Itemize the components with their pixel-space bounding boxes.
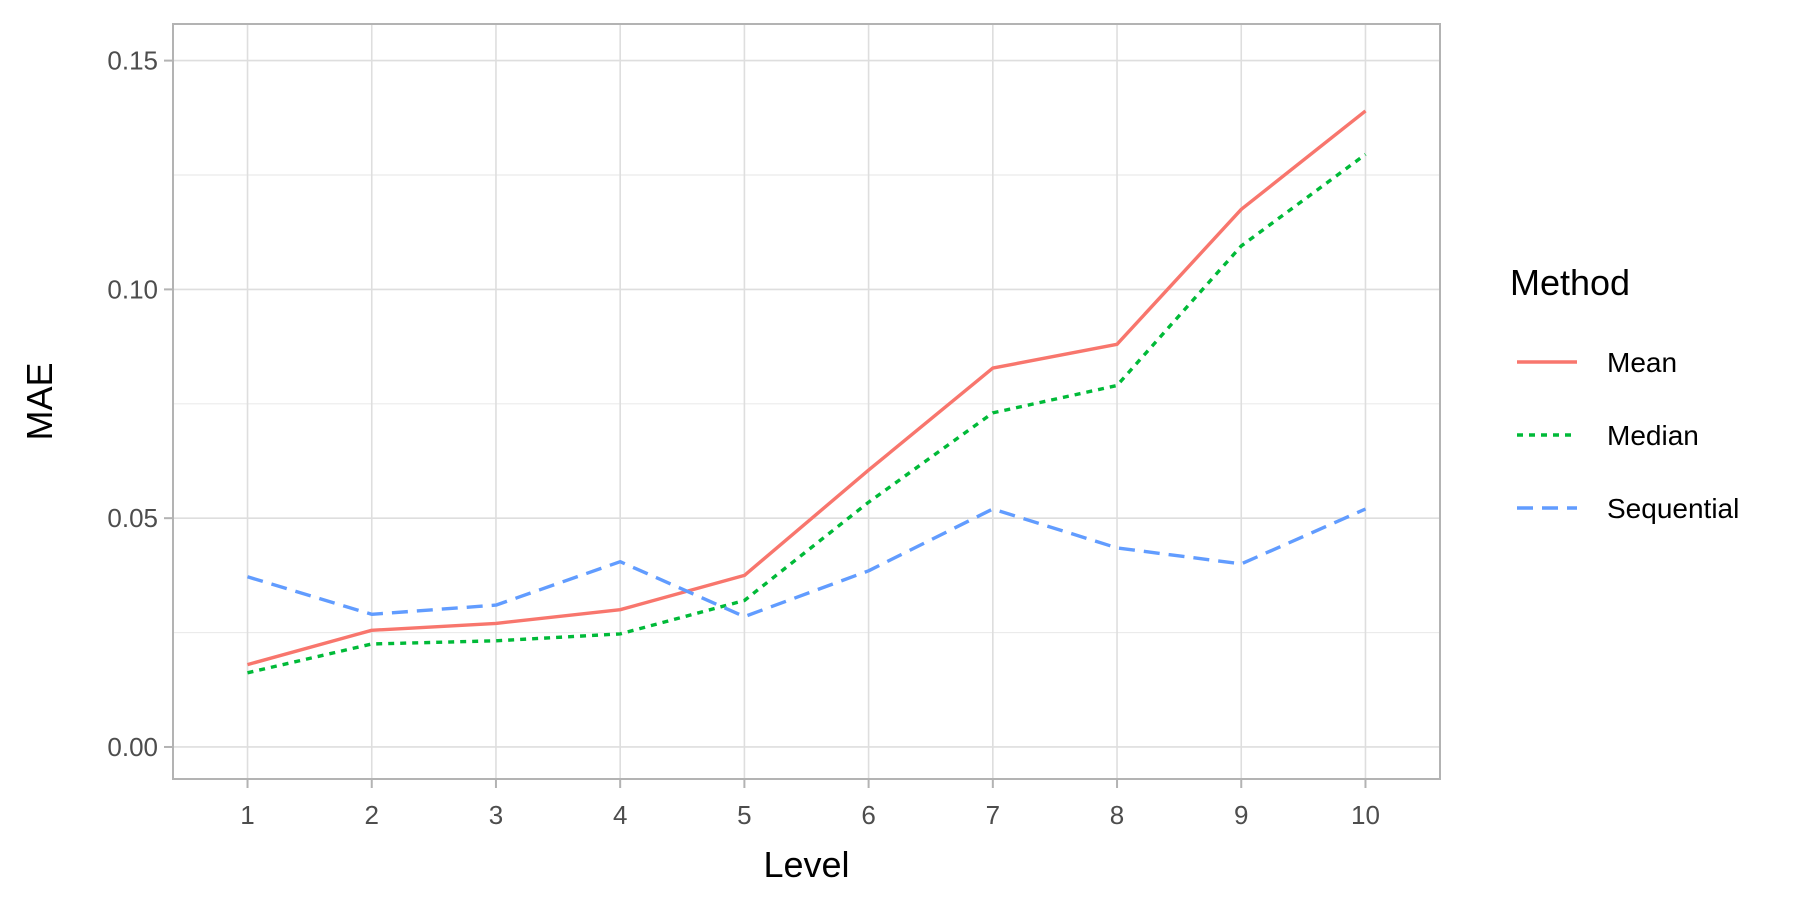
series-line-sequential [247,507,1367,619]
legend-title: Method [1510,262,1630,303]
grid [173,24,1440,779]
y-axis-title: MAE [19,362,60,440]
y-tick-label: 0.05 [107,503,158,533]
series-line-median [247,153,1367,675]
series-lines [247,109,1367,675]
legend-label-mean: Mean [1607,347,1677,378]
x-tick-label: 9 [1234,800,1248,830]
y-tick-label: 0.00 [107,732,158,762]
y-tick-label: 0.15 [107,46,158,76]
x-tick-label: 8 [1110,800,1124,830]
legend: Method Mean Median Sequential [1510,262,1739,524]
x-axis-title: Level [763,844,849,885]
legend-items: Mean Median Sequential [1517,347,1739,524]
legend-label-median: Median [1607,420,1699,451]
series-line-mean [247,109,1367,667]
y-tick-label: 0.10 [107,274,158,304]
legend-label-sequential: Sequential [1607,493,1739,524]
plot-border [172,23,1441,780]
x-tick-label: 1 [240,800,254,830]
x-tick-label: 5 [737,800,751,830]
x-tick-label: 3 [489,800,503,830]
x-tick-label: 7 [986,800,1000,830]
axis-ticks: 0.00 0.05 0.10 0.15 1 2 3 4 5 6 7 8 9 10 [107,46,1380,830]
x-tick-label: 2 [365,800,379,830]
x-tick-label: 10 [1351,800,1380,830]
x-tick-label: 6 [861,800,875,830]
x-tick-label: 4 [613,800,627,830]
